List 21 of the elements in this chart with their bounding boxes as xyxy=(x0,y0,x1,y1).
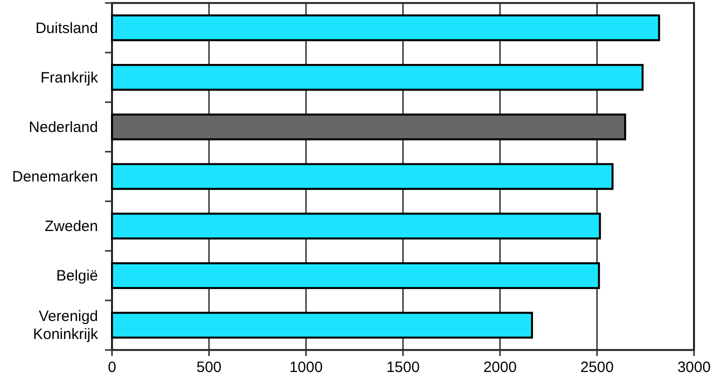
y-tick-label: Zweden xyxy=(44,218,98,235)
x-tick-label: 2000 xyxy=(483,359,517,376)
x-tick-label: 1500 xyxy=(386,359,420,376)
x-tick-label: 3000 xyxy=(677,359,711,376)
bar xyxy=(111,163,614,190)
x-tick-label: 1000 xyxy=(289,359,323,376)
bar xyxy=(111,64,644,91)
bar xyxy=(111,262,600,290)
bar xyxy=(111,14,660,42)
y-tick-label: Duitsland xyxy=(35,19,98,36)
x-tick-label: 0 xyxy=(108,359,116,376)
x-tick-label: 500 xyxy=(196,359,222,376)
bar xyxy=(111,114,626,140)
y-tick-label: België xyxy=(56,267,98,284)
bar xyxy=(111,312,534,339)
y-tick-label: Verenigd Koninkrijk xyxy=(32,308,98,343)
y-tick-label: Denemarken xyxy=(12,168,98,185)
x-tick-label: 2500 xyxy=(580,359,614,376)
bar xyxy=(111,212,601,240)
y-tick-label: Frankrijk xyxy=(40,68,98,86)
y-tick-label: Nederland xyxy=(28,118,98,136)
